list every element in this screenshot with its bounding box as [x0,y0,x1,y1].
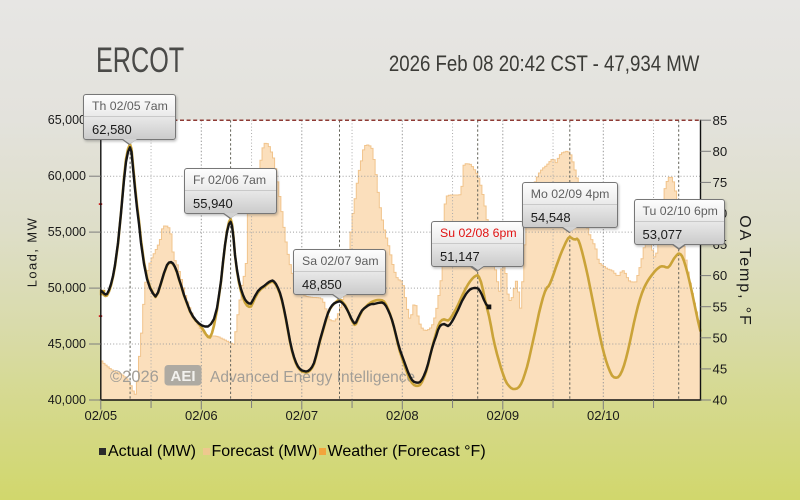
svg-text:02/05: 02/05 [85,408,118,423]
svg-text:45: 45 [713,362,728,377]
svg-text:AEI: AEI [170,368,195,385]
svg-text:50,000: 50,000 [48,281,86,295]
svg-text:Load, MW: Load, MW [25,217,40,287]
svg-text:©2026: ©2026 [110,368,159,386]
svg-text:02/06: 02/06 [185,408,218,423]
svg-text:80: 80 [713,144,728,159]
svg-text:85: 85 [713,113,728,128]
svg-text:02/09: 02/09 [487,408,520,423]
svg-text:60: 60 [713,268,728,283]
svg-text:55,000: 55,000 [48,225,86,239]
svg-text:60,000: 60,000 [48,169,86,183]
svg-text:40,000: 40,000 [48,393,86,407]
svg-text:02/08: 02/08 [386,408,419,423]
svg-text:45,000: 45,000 [48,337,86,351]
svg-text:Advanced Energy Intelligence: Advanced Energy Intelligence [210,369,415,386]
svg-text:55: 55 [713,299,728,314]
svg-text:65,000: 65,000 [48,113,86,127]
svg-text:02/07: 02/07 [286,408,319,423]
svg-text:OA Temp, °F: OA Temp, °F [736,215,753,326]
svg-text:50: 50 [713,330,728,345]
svg-text:02/10: 02/10 [587,408,620,423]
svg-text:40: 40 [713,393,728,408]
svg-text:75: 75 [713,175,728,190]
